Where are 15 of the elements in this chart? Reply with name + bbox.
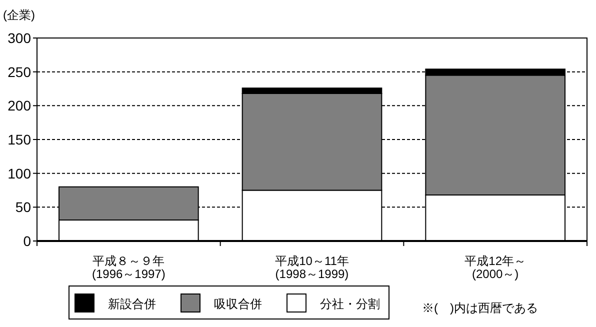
x-tick-label: 平成12年～ (2000～): [464, 254, 526, 281]
x-tick-label: 平成８～９年 (1996～1997): [92, 254, 166, 281]
x-tick-label: 平成10～11年 (1998～1999): [275, 254, 349, 281]
y-tick-label: 250: [8, 64, 32, 80]
y-tick-label: 150: [8, 132, 32, 148]
y-tick-label: 50: [15, 199, 32, 216]
y-tick-label: 200: [8, 98, 32, 114]
legend-label: 分社・分割: [320, 297, 380, 311]
text: ※( )内は西暦である: [422, 301, 538, 315]
y-tick-label: 0: [23, 233, 32, 249]
y-axis-title: (企業): [3, 8, 35, 22]
y-tick-label: 300: [8, 30, 32, 46]
y-tick-label: 100: [8, 165, 32, 182]
legend-label: 吸収合併: [214, 297, 262, 311]
legend-label: 新設合併: [108, 297, 156, 311]
